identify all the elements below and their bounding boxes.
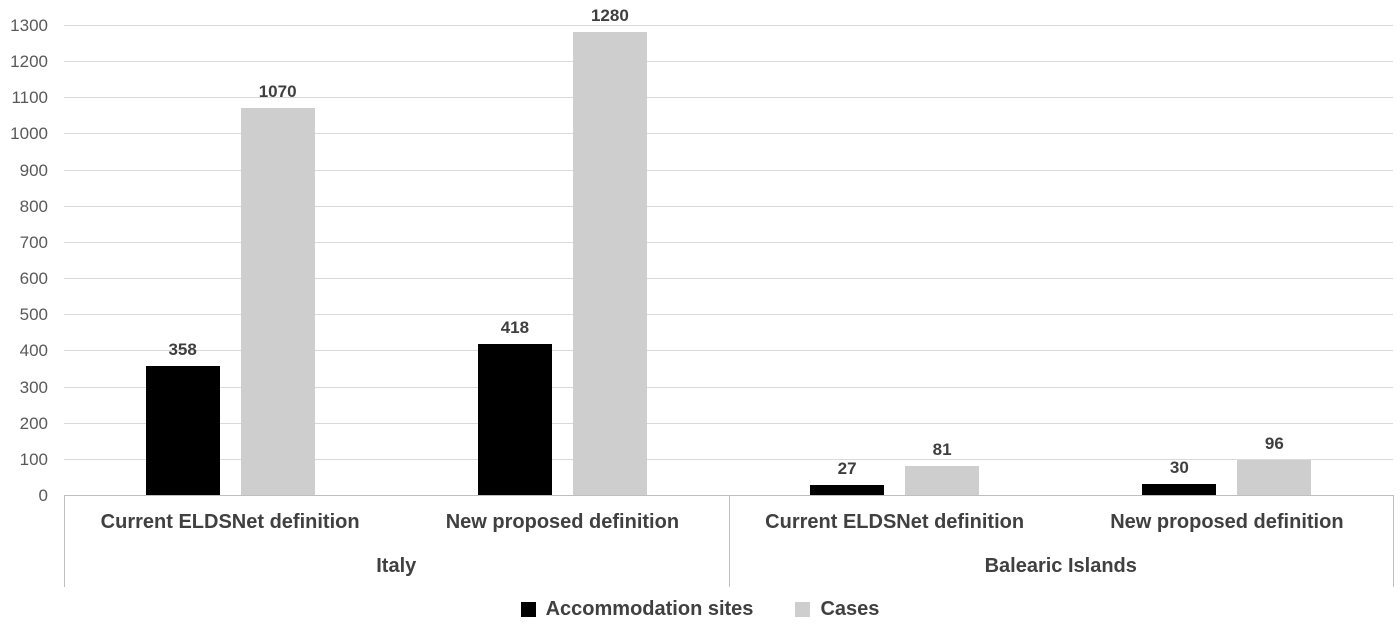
legend-label: Cases xyxy=(820,598,880,620)
bar-accommodation-sites xyxy=(145,365,220,495)
bar-value-label: 1070 xyxy=(258,82,297,102)
legend-swatch-accommodation-sites xyxy=(520,602,536,617)
y-tick-label: 100 xyxy=(19,449,48,469)
y-tick-label: 500 xyxy=(19,305,48,325)
bar-value-label: 30 xyxy=(1169,458,1189,478)
gridline xyxy=(64,314,1393,316)
y-tick-label: 900 xyxy=(19,160,48,180)
category-label: Current ELDSNet definition xyxy=(100,511,360,533)
axis-divider xyxy=(728,495,730,587)
bar-value-label: 27 xyxy=(837,459,857,479)
legend-item-cases: Cases xyxy=(795,598,879,621)
gridline xyxy=(64,61,1393,63)
bar-cases xyxy=(905,465,980,495)
bar-value-label: 81 xyxy=(932,439,952,459)
group-label: Balearic Islands xyxy=(984,555,1137,577)
gridline xyxy=(64,169,1393,171)
y-tick-label: 0 xyxy=(38,486,48,505)
legend: Accommodation sites Cases xyxy=(0,598,1400,621)
y-tick-label: 1000 xyxy=(10,124,48,144)
gridline xyxy=(64,386,1393,388)
y-tick-label: 1100 xyxy=(11,88,48,108)
bar-value-label: 418 xyxy=(500,317,530,337)
gridline xyxy=(64,25,1393,26)
y-tick-label: 200 xyxy=(19,413,48,433)
bar-accommodation-sites xyxy=(477,343,552,495)
y-tick-label: 1300 xyxy=(10,16,48,35)
y-tick-label: 400 xyxy=(19,341,48,361)
gridline xyxy=(64,278,1393,280)
gridline xyxy=(64,350,1393,352)
gridline xyxy=(64,422,1393,424)
y-tick-label: 600 xyxy=(19,269,48,289)
group-label: Italy xyxy=(376,555,417,577)
legend-label: Accommodation sites xyxy=(545,598,754,620)
bar-cases xyxy=(240,108,315,495)
gridline xyxy=(64,97,1393,99)
y-tick-label: 1200 xyxy=(10,52,48,72)
axis-divider xyxy=(1393,495,1394,587)
gridline xyxy=(64,458,1393,460)
y-tick-label: 700 xyxy=(19,232,48,252)
category-label: Current ELDSNet definition xyxy=(765,511,1025,533)
axis-divider xyxy=(64,495,65,587)
legend-item-accommodation-sites: Accommodation sites xyxy=(520,598,754,621)
legend-swatch-cases xyxy=(795,602,811,617)
gridline xyxy=(64,133,1393,135)
gridline xyxy=(64,205,1393,207)
category-label: New proposed definition xyxy=(445,511,680,533)
y-tick-label: 800 xyxy=(19,196,48,216)
bar-accommodation-sites xyxy=(1142,484,1217,495)
bar-value-label: 1280 xyxy=(590,6,629,26)
gridline xyxy=(64,241,1393,243)
bar-value-label: 358 xyxy=(168,339,197,359)
bar-cases xyxy=(572,32,647,495)
bar-value-label: 96 xyxy=(1264,434,1284,454)
bar-cases xyxy=(1237,460,1312,495)
category-label: New proposed definition xyxy=(1110,511,1344,533)
bar-accommodation-sites xyxy=(810,485,885,495)
y-tick-label: 300 xyxy=(19,377,48,397)
